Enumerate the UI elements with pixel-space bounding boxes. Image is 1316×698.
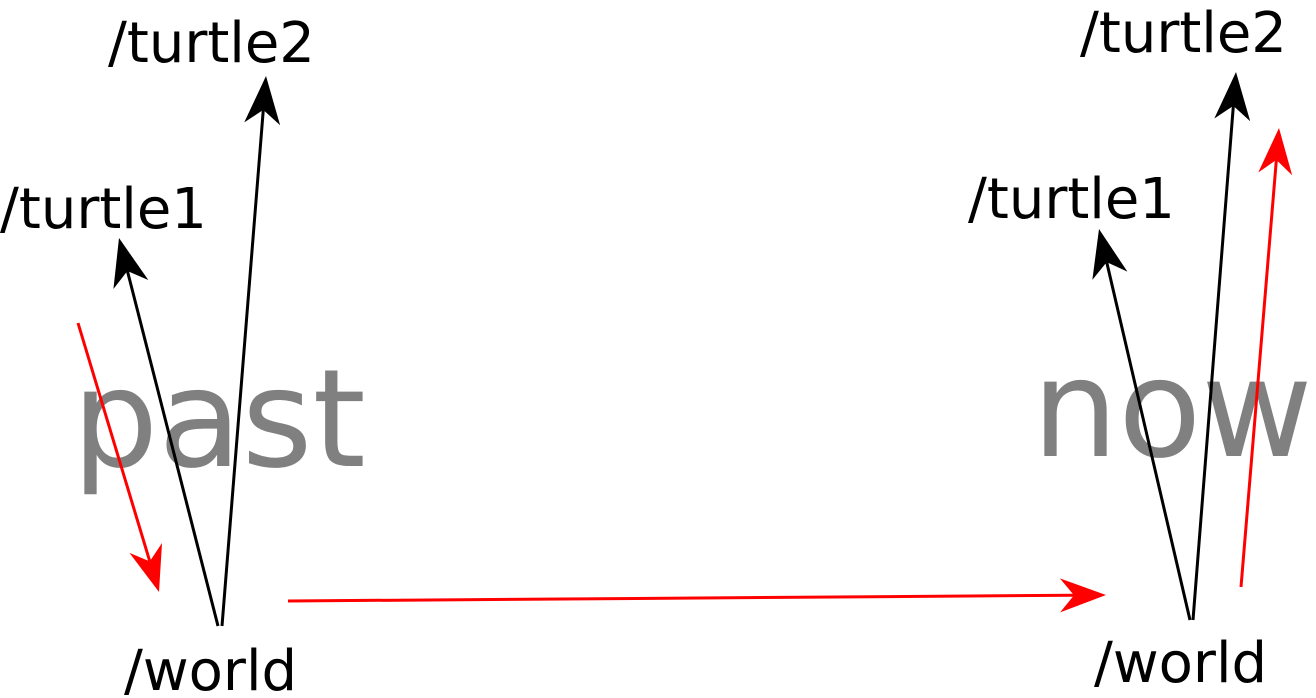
arrow-shaft — [1239, 159, 1278, 588]
past-world-label: /world — [124, 639, 297, 698]
now-world-to-turtle1-arrow — [1092, 229, 1192, 621]
past-to-now-arrow — [287, 578, 1106, 613]
past-label: past — [72, 341, 366, 499]
past-world-to-turtle1-arrow — [113, 238, 220, 627]
now-turtle1-label: /turtle1 — [968, 167, 1175, 232]
past-world-to-turtle2-arrow — [220, 76, 281, 627]
arrowhead — [113, 238, 149, 289]
arrow-shaft — [1191, 105, 1235, 621]
arrowhead — [1092, 229, 1128, 280]
arrowhead — [129, 543, 163, 592]
arrow-shaft — [287, 593, 1075, 603]
arrowhead — [244, 76, 281, 126]
now-label: now — [1032, 331, 1313, 489]
arrow-shaft — [220, 109, 265, 627]
past-turtle-motion-arrow — [76, 322, 163, 592]
now-world-label: /world — [1094, 631, 1267, 696]
past-turtle2-label: /turtle2 — [108, 11, 315, 76]
arrowhead — [1214, 72, 1251, 122]
now-turtle-motion-arrow — [1239, 128, 1293, 588]
arrow-shaft — [125, 270, 220, 627]
arrowhead — [1059, 578, 1106, 613]
arrowhead — [1258, 128, 1293, 176]
arrow-shaft — [1105, 261, 1192, 621]
past-turtle1-label: /turtle1 — [0, 177, 207, 242]
arrow-shaft — [76, 322, 152, 562]
now-world-to-turtle2-arrow — [1191, 72, 1251, 621]
now-turtle2-label: /turtle2 — [1080, 1, 1287, 66]
